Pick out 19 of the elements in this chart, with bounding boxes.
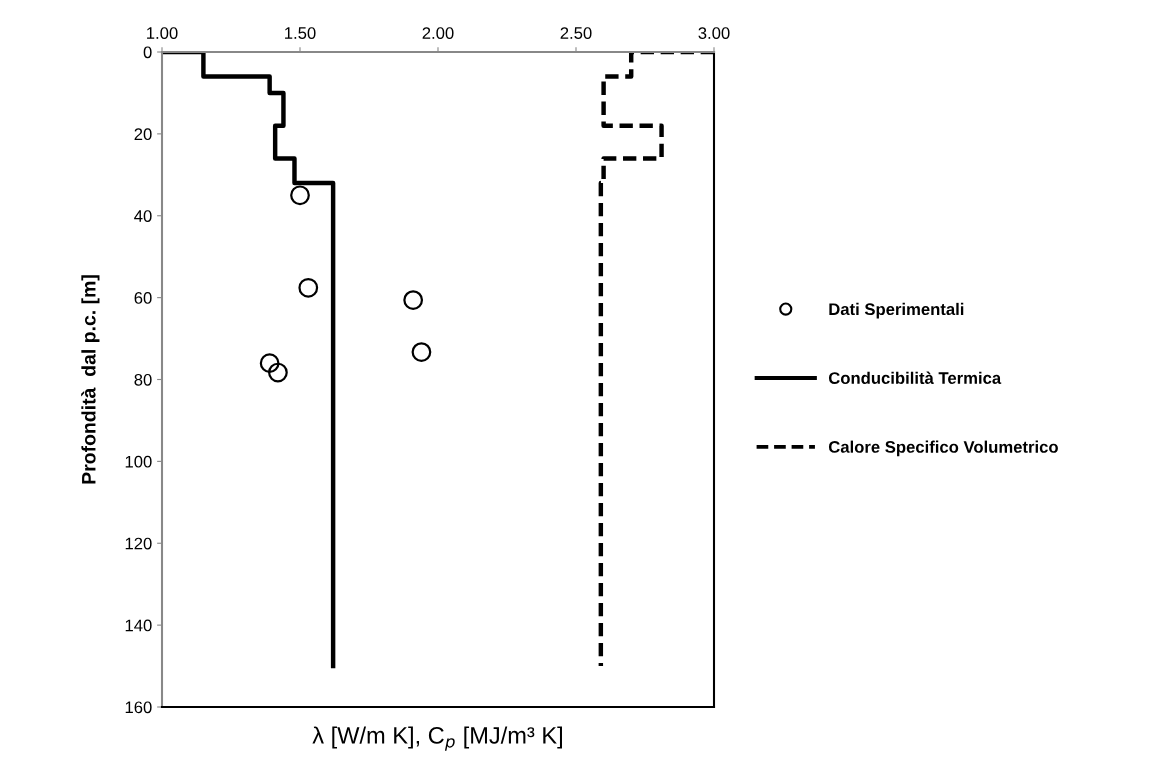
y-tick-label: 80: [134, 373, 152, 386]
y-tick-label: 100: [125, 455, 152, 468]
x-tick-label: 1.50: [285, 27, 316, 39]
y-tick-label: 140: [125, 619, 152, 632]
x-axis-title: λ [W/m K], C$_{p}$ [MJ/m³ K]: [312, 726, 562, 751]
y-tick-label: 40: [134, 210, 152, 222]
legend-label: Calore Specifico Volumetrico: [828, 440, 1058, 457]
x-tick-label: 1.00: [147, 27, 178, 39]
y-tick-label: 60: [134, 292, 152, 304]
x-tick-label: 3.00: [698, 27, 730, 39]
x-tick-label: 2.00: [422, 27, 454, 39]
legend-label: Dati Sperimentali: [829, 302, 964, 319]
legend-label: Conducibilità Termica: [828, 371, 1002, 384]
y-tick-label: 0: [143, 46, 152, 59]
y-tick-label: 20: [134, 128, 152, 141]
y-tick-label: 160: [125, 701, 152, 714]
y-axis-title: Profondità dal p.c. [m]: [81, 275, 100, 484]
y-tick-label: 120: [125, 537, 152, 550]
x-tick-label: 2.50: [560, 27, 592, 39]
